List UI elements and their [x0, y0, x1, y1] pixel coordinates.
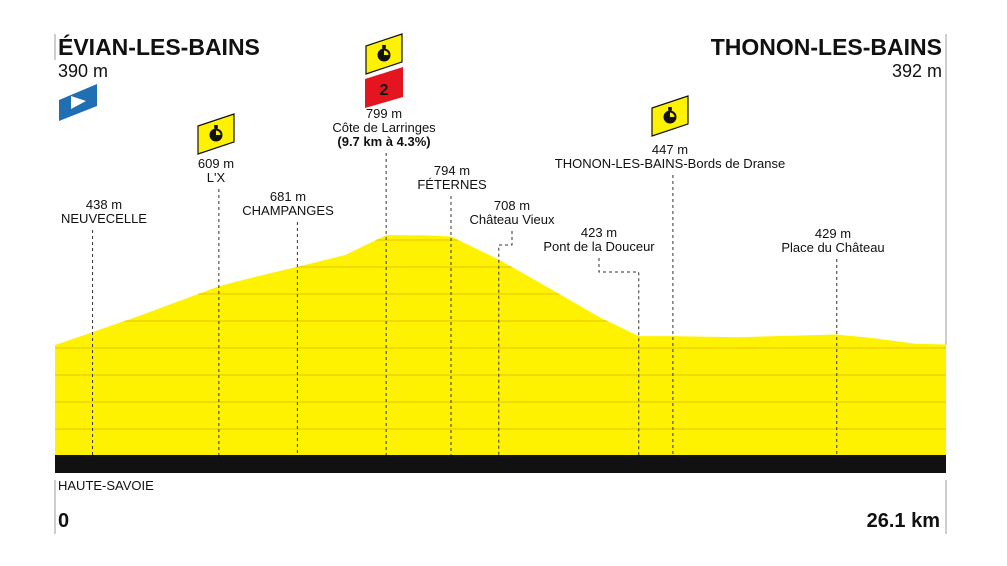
km-axis-band	[55, 455, 946, 473]
waypoint-marker: 609 mL'X	[197, 113, 235, 455]
waypoint-name: L'X	[207, 170, 226, 185]
waypoint-leader-line	[598, 258, 640, 455]
km-tick-label: 22.9	[824, 457, 849, 472]
stopwatch-icon	[197, 113, 235, 155]
waypoint-altitude: 447 m	[652, 142, 688, 157]
stopwatch-icon	[651, 95, 689, 137]
finish-altitude: 392 m	[892, 61, 942, 81]
km-tick-label: 1.1	[84, 457, 102, 472]
profile-area	[55, 235, 946, 455]
km-tick-label: 4.8	[210, 457, 228, 472]
km-tick-label: 17.1	[626, 457, 651, 472]
start-name: ÉVIAN-LES-BAINS	[58, 33, 260, 60]
km-tick-label: 11.6	[439, 457, 464, 472]
waypoint-altitude: 438 m	[86, 197, 122, 212]
km-tick-label: 13	[492, 457, 506, 472]
stopwatch-icon	[365, 33, 403, 75]
waypoint-name: Pont de la Douceur	[543, 239, 655, 254]
climb-category-label: 2	[380, 82, 389, 99]
waypoint-altitude: 794 m	[434, 163, 470, 178]
finish-name: THONON-LES-BAINS	[711, 34, 942, 60]
waypoint-altitude: 423 m	[581, 225, 617, 240]
km-finish-label: 26.1 km	[867, 510, 940, 532]
km-tick-label: 7.1	[288, 457, 306, 472]
waypoint-name: Place du Château	[781, 240, 884, 255]
waypoint-name: NEUVECELLE	[61, 211, 147, 226]
km-tick-label: 9.7	[377, 457, 395, 472]
km-start-label: 0	[58, 510, 69, 532]
start-altitude: 390 m	[58, 61, 108, 81]
start-flag-arrow-icon	[71, 96, 86, 109]
km-tick-label: 18.1	[660, 457, 685, 472]
waypoint-name: FÉTERNES	[417, 177, 487, 192]
waypoint-leader-line	[498, 231, 513, 455]
waypoint-altitude: 609 m	[198, 156, 234, 171]
waypoint-altitude: 799 m	[366, 106, 402, 121]
waypoint-name: Côte de Larringes	[332, 120, 436, 135]
waypoint-altitude: 708 m	[494, 198, 530, 213]
region-label: HAUTE-SAVOIE	[58, 478, 154, 493]
waypoint-name: CHAMPANGES	[242, 203, 334, 218]
waypoint-name: THONON-LES-BAINS-Bords de Dranse	[555, 156, 785, 171]
waypoint-detail: (9.7 km à 4.3%)	[337, 134, 430, 149]
km-tick-labels: 1.1 4.8 7.1 9.7 11.6 13 17.1 18.1 22.9	[84, 457, 850, 472]
waypoint-name: Château Vieux	[469, 212, 555, 227]
waypoint-altitude: 681 m	[270, 189, 306, 204]
climb-category-badge: 2	[365, 67, 403, 108]
waypoint-altitude: 429 m	[815, 226, 851, 241]
